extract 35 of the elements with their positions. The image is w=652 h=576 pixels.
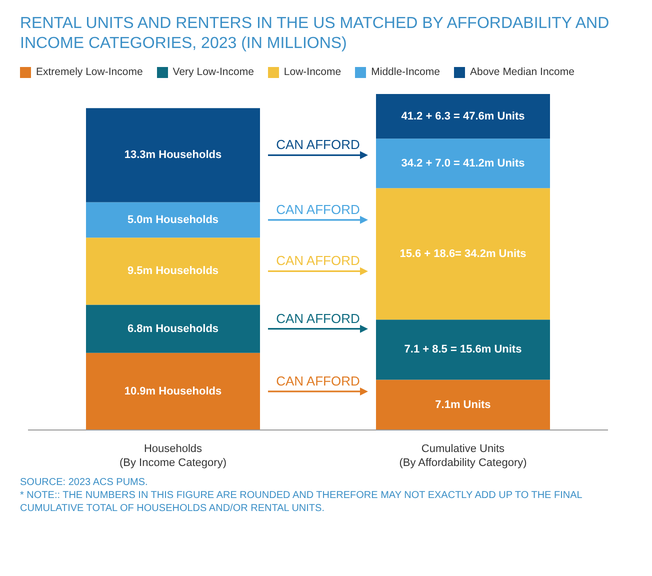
text: * NOTE:: THE NUMBERS IN THIS FIGURE ARE ROUNDED AND THEREFORE MAY NOT EXACTLY ADD UP TO THE FINAL CUMULATIVE TOTAL OF HOUSEHOLDS AND/OR RENTAL UNITS.	[20, 489, 583, 515]
annotation: CAN AFFORD	[276, 373, 360, 388]
bar	[376, 320, 550, 380]
data-label: 9.5m Households	[127, 265, 219, 278]
annotation: CAN AFFORD	[276, 310, 360, 326]
data-label: 15.6 + 18.6= 34.2m Units	[400, 248, 526, 260]
x-tick-label: Cumulative Units (By Affordability Category)	[399, 443, 527, 469]
bar	[376, 188, 550, 320]
bar	[376, 94, 550, 139]
legend-label: Low-Income	[282, 66, 342, 78]
data-label: 5.0m Households	[127, 214, 219, 226]
bar	[86, 238, 260, 305]
annotation: CAN AFFORD	[276, 202, 360, 217]
bar	[86, 202, 260, 238]
data-label: 41.2 + 6.3 = 47.6m Units	[401, 110, 525, 122]
annotation: CAN AFFORD	[276, 137, 360, 152]
data-label: 7.1 + 8.5 = 15.6m Units	[404, 344, 522, 356]
data-label: 10.9m Households	[124, 385, 222, 398]
annotation: CAN AFFORD	[276, 253, 360, 268]
legend-label: Very Low-Income	[172, 66, 254, 78]
legend-label: Above Median Income	[469, 66, 574, 78]
data-label: 13.3m Households	[124, 149, 222, 162]
bar	[86, 108, 260, 202]
bar	[86, 352, 260, 430]
x-tick-label: Households (By Income Category)	[120, 443, 226, 469]
data-label: 34.2 + 7.0 = 41.2m Units	[401, 157, 525, 170]
legend-label: Middle-Income	[370, 66, 440, 78]
chart-title: RENTAL UNITS AND RENTERS IN THE US MATCHED BY AFFORDABILITY AND INCOME CATEGORIES, 2023 (IN MILLIONS)	[19, 14, 610, 54]
bar	[376, 380, 550, 430]
bar	[86, 304, 260, 353]
bar	[376, 138, 550, 188]
data-label: 7.1m Units	[435, 398, 491, 411]
legend-label: Extremely Low-Income	[35, 66, 143, 78]
source-note: SOURCE: 2023 ACS PUMS.	[20, 476, 149, 489]
data-label: 6.8m Households	[127, 322, 219, 335]
